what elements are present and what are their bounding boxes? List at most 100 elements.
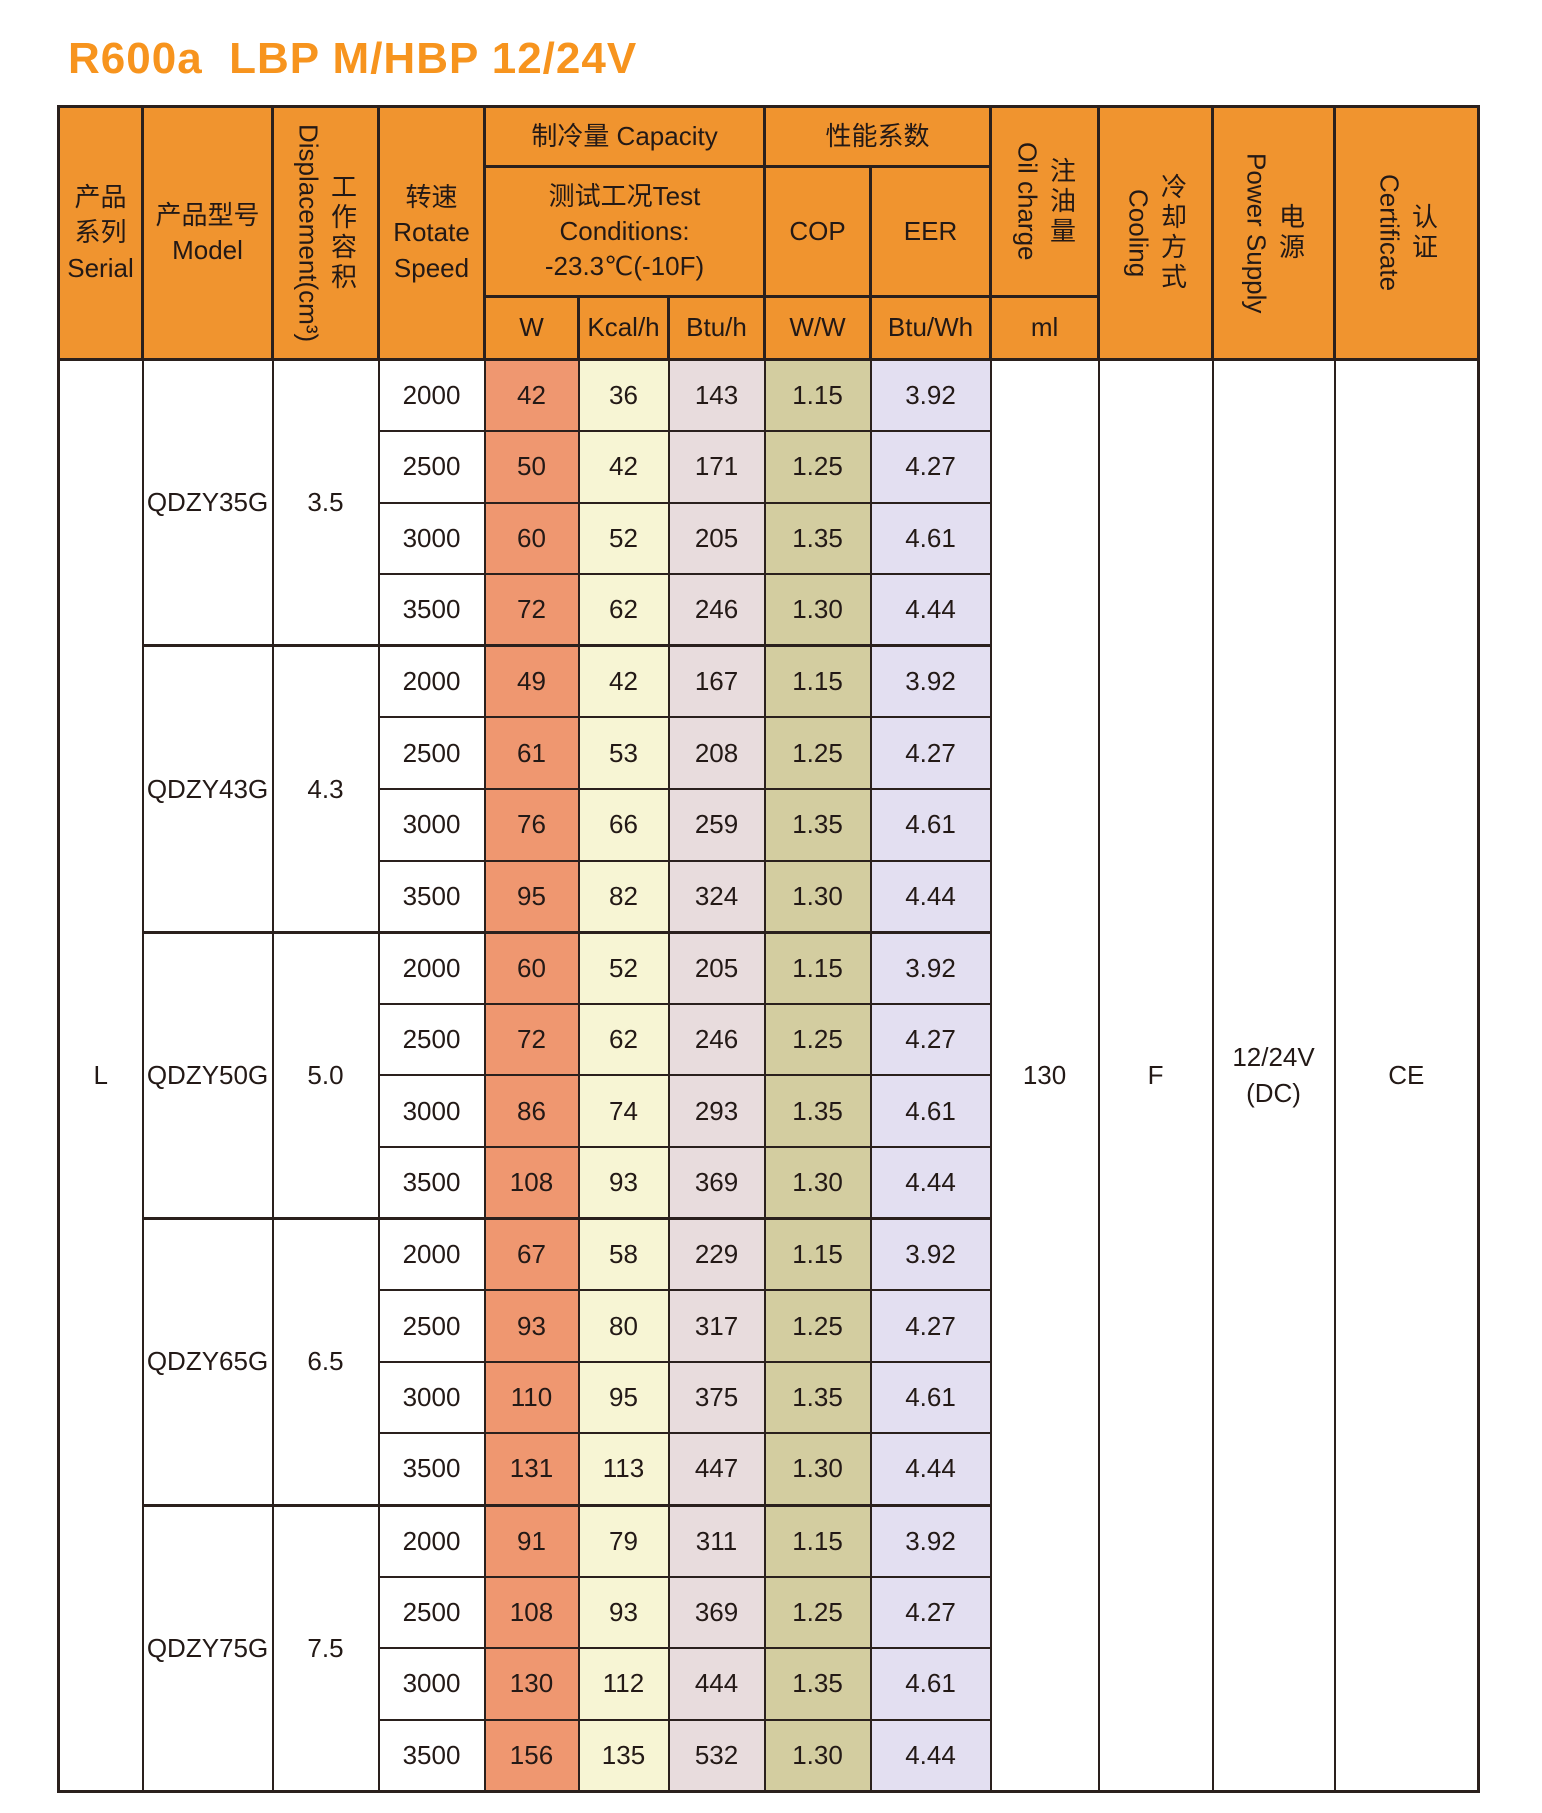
eer-cell: 4.44 [869,1718,992,1793]
eer-cell: 4.27 [869,430,992,504]
eer-cell: 4.44 [869,1432,992,1506]
eer-cell: 4.61 [869,1074,992,1149]
header-model-en: Model [172,235,243,265]
power-supply-line2: (DC) [1246,1078,1301,1109]
header-certificate-zh: 认证 [1408,202,1439,263]
header-performance-group: 性能系数 [763,105,993,168]
capacity-btu-cell: 444 [667,1647,766,1721]
capacity-w-cell: 72 [483,1002,580,1077]
header-unit-w: W [483,295,580,361]
capacity-kcal-cell: 80 [577,1289,670,1363]
header-cooling: Cooling 冷却方式 [1097,105,1215,361]
header-power-supply: Power Supply 电源 [1211,105,1337,361]
cop-cell: 1.25 [763,1575,872,1650]
speed-cell: 2500 [377,1289,486,1363]
capacity-w-cell: 108 [483,1575,580,1650]
capacity-w-cell: 91 [483,1503,580,1578]
capacity-btu-cell: 311 [667,1503,766,1578]
cooling-cell: F [1097,358,1214,1793]
eer-cell: 4.27 [869,1289,992,1363]
capacity-kcal-cell: 66 [577,788,670,862]
capacity-kcal-cell: 62 [577,573,670,647]
eer-cell: 4.44 [869,573,992,647]
table-row: QDZY50G 5.0 2000 60 52 205 1.15 3.92 [59,930,1479,1220]
capacity-w-cell: 50 [483,430,580,504]
cop-cell: 1.35 [763,1074,872,1149]
capacity-btu-cell: 375 [667,1360,766,1435]
speed-cell: 3000 [377,501,486,576]
cop-cell: 1.25 [763,716,872,791]
displacement-cell: 7.5 [271,1503,380,1793]
cop-cell: 1.30 [763,859,872,934]
header-model-zh: 产品型号 [155,199,260,230]
table-row: 2500 61 53 208 1.25 4.27 [59,716,1479,791]
speed-cell: 3500 [377,1432,486,1506]
capacity-btu-cell: 208 [667,716,766,791]
header-oil-charge-en: Oil charge [1012,142,1043,261]
header-capacity-group: 制冷量 Capacity [482,105,767,168]
speed-cell: 2500 [377,1002,486,1077]
table-row: 2500 50 42 171 1.25 4.27 [59,430,1479,504]
eer-cell: 3.92 [869,358,992,433]
cop-cell: 1.25 [763,1002,872,1077]
speed-cell: 3500 [377,1146,486,1220]
cop-cell: 1.30 [763,1718,872,1793]
table-row: 2500 72 62 246 1.25 4.27 [59,1002,1479,1077]
header-unit-cop: W/W [763,295,873,361]
capacity-kcal-cell: 135 [577,1718,670,1793]
oil-charge-cell: 130 [989,358,1100,1793]
header-test-conditions-line1: 测试工况Test Conditions: [548,180,701,246]
model-cell: QDZY35G [141,358,274,647]
capacity-w-cell: 60 [483,501,580,576]
certificate-cell: CE [1333,358,1480,1793]
cop-cell: 1.25 [763,430,872,504]
header-cop: COP [763,165,873,298]
eer-cell: 3.92 [869,1503,992,1578]
displacement-cell: 5.0 [271,930,380,1220]
capacity-w-cell: 130 [483,1647,580,1721]
capacity-kcal-cell: 36 [577,358,670,433]
cop-cell: 1.35 [763,501,872,576]
table-row: QDZY75G 7.5 2000 91 79 311 1.15 3.92 [59,1503,1479,1793]
capacity-btu-cell: 369 [667,1146,766,1220]
cop-cell: 1.35 [763,788,872,862]
speed-cell: 3500 [377,1718,486,1793]
capacity-kcal-cell: 113 [577,1432,670,1506]
model-cell: QDZY43G [141,644,274,934]
capacity-kcal-cell: 52 [577,501,670,576]
header-certificate-en: Certificate [1374,174,1405,292]
header-oil-charge: Oil charge 注油量 [989,105,1101,298]
capacity-btu-cell: 532 [667,1718,766,1793]
cop-cell: 1.30 [763,1146,872,1220]
speed-cell: 2000 [377,358,486,433]
table-row: 3500 95 82 324 1.30 4.44 [59,859,1479,934]
eer-cell: 3.92 [869,644,992,719]
header-certificate: Certificate 认证 [1333,105,1481,361]
capacity-btu-cell: 143 [667,358,766,433]
capacity-kcal-cell: 93 [577,1575,670,1650]
capacity-btu-cell: 317 [667,1289,766,1363]
capacity-w-cell: 110 [483,1360,580,1435]
header-eer: EER [869,165,993,298]
cop-cell: 1.30 [763,1432,872,1506]
capacity-w-cell: 49 [483,644,580,719]
capacity-w-cell: 76 [483,788,580,862]
eer-cell: 3.92 [869,930,992,1005]
table-row: 3000 60 52 205 1.35 4.61 [59,501,1479,576]
power-supply-cell: 12/24V (DC) [1211,358,1336,1793]
capacity-btu-cell: 369 [667,1575,766,1650]
eer-cell: 4.61 [869,1360,992,1435]
speed-cell: 3000 [377,1074,486,1149]
capacity-kcal-cell: 62 [577,1002,670,1077]
cop-cell: 1.35 [763,1360,872,1435]
speed-cell: 2000 [377,1217,486,1292]
header-unit-btu: Btu/h [666,295,767,361]
cop-cell: 1.15 [763,644,872,719]
cop-cell: 1.25 [763,1289,872,1363]
capacity-btu-cell: 447 [667,1432,766,1506]
eer-cell: 4.27 [869,1002,992,1077]
header-test-conditions: 测试工况Test Conditions: -23.3℃(-10F) [482,165,767,298]
capacity-w-cell: 61 [483,716,580,791]
page-title: R600a LBP M/HBP 12/24V [68,34,638,83]
table-row: L QDZY35G 3.5 2000 42 36 143 1.15 3.92 130 F 12/24V… [57,358,1480,1793]
